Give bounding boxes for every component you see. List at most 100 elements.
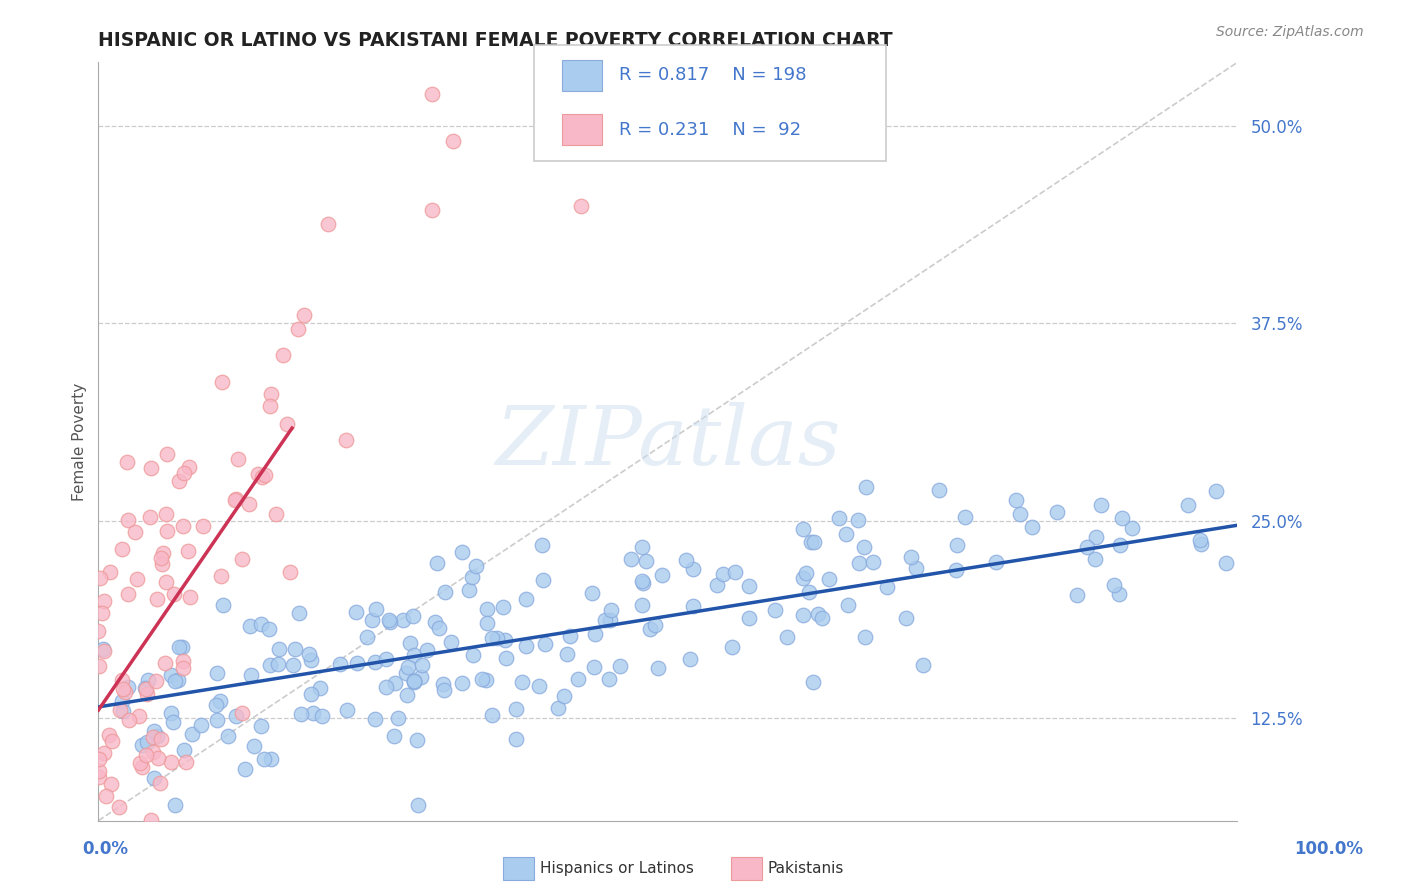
Text: R = 0.231    N =  92: R = 0.231 N = 92: [619, 120, 801, 139]
Point: [141, 461, 163, 475]
Point: [100, 777, 122, 791]
Point: [108, 799, 131, 814]
Point: [378, 615, 401, 629]
Point: [402, 609, 425, 624]
Point: [900, 549, 922, 564]
Point: [173, 466, 195, 480]
Text: Hispanics or Latinos: Hispanics or Latinos: [540, 862, 693, 876]
Point: [1111, 511, 1133, 525]
Point: [287, 322, 309, 336]
Point: [254, 468, 277, 483]
Point: [862, 555, 884, 569]
Point: [111, 673, 134, 688]
Point: [212, 598, 235, 612]
Point: [94, 789, 117, 803]
Point: [231, 706, 253, 720]
Point: [336, 703, 359, 717]
Point: [427, 621, 450, 635]
Point: [682, 562, 704, 576]
Point: [1108, 587, 1130, 601]
Point: [721, 640, 744, 654]
Point: [853, 630, 876, 644]
Point: [124, 524, 146, 539]
Point: [763, 603, 786, 617]
Point: [167, 640, 190, 654]
Point: [155, 508, 177, 522]
Point: [131, 738, 153, 752]
Point: [356, 630, 378, 644]
Point: [316, 217, 339, 231]
Point: [252, 470, 274, 484]
Point: [231, 551, 253, 566]
Point: [382, 730, 405, 744]
Point: [87, 771, 110, 785]
Point: [581, 585, 603, 599]
Point: [136, 735, 159, 749]
Point: [647, 660, 669, 674]
Point: [249, 616, 271, 631]
Point: [87, 752, 110, 766]
Point: [553, 690, 575, 704]
Point: [148, 750, 170, 764]
Point: [128, 709, 150, 723]
Point: [117, 587, 139, 601]
Point: [426, 556, 449, 570]
Point: [1090, 499, 1112, 513]
Point: [1021, 520, 1043, 534]
Point: [461, 570, 484, 584]
Point: [378, 614, 401, 628]
Point: [638, 622, 661, 636]
Point: [515, 640, 537, 654]
Point: [384, 675, 406, 690]
Point: [135, 681, 157, 696]
Y-axis label: Female Poverty: Female Poverty: [72, 383, 87, 500]
Point: [485, 631, 508, 645]
Point: [153, 657, 176, 671]
Point: [364, 655, 387, 669]
Point: [1205, 484, 1227, 499]
Point: [346, 656, 368, 670]
Point: [149, 732, 172, 747]
Point: [598, 672, 620, 686]
Point: [800, 535, 823, 549]
Point: [150, 551, 173, 566]
Point: [180, 727, 202, 741]
Point: [505, 732, 527, 747]
Point: [440, 635, 463, 649]
Text: Pakistanis: Pakistanis: [768, 862, 844, 876]
Point: [240, 668, 263, 682]
Point: [259, 658, 281, 673]
Point: [111, 694, 134, 708]
Point: [165, 673, 187, 688]
Point: [422, 203, 444, 218]
Point: [835, 526, 858, 541]
Point: [93, 642, 115, 657]
Point: [465, 558, 488, 573]
Point: [1108, 538, 1130, 552]
Point: [794, 566, 817, 580]
Point: [402, 674, 425, 689]
Point: [803, 534, 825, 549]
Point: [173, 743, 195, 757]
Point: [567, 672, 589, 686]
Point: [583, 660, 606, 674]
Point: [155, 845, 177, 859]
Point: [160, 706, 183, 721]
Point: [404, 648, 426, 662]
Point: [1005, 492, 1028, 507]
Point: [853, 540, 876, 554]
Point: [1046, 505, 1069, 519]
Point: [139, 509, 162, 524]
Point: [292, 308, 315, 322]
Point: [441, 134, 464, 148]
Point: [986, 555, 1008, 569]
Point: [179, 590, 201, 604]
Point: [311, 709, 333, 723]
Point: [631, 574, 654, 588]
Point: [169, 835, 191, 849]
Point: [1215, 557, 1237, 571]
Point: [142, 730, 165, 744]
Point: [792, 607, 814, 622]
Point: [329, 657, 352, 672]
Point: [125, 572, 148, 586]
